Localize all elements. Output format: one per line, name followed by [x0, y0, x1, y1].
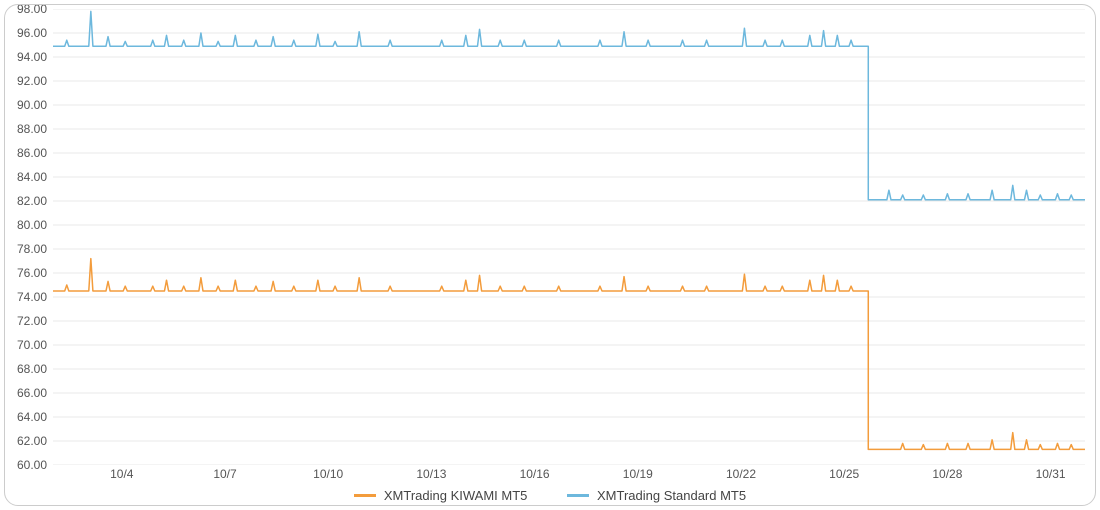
- y-tick-label: 94.00: [17, 50, 47, 64]
- y-tick-label: 66.00: [17, 386, 47, 400]
- legend-swatch-kiwami: [354, 494, 376, 497]
- y-tick-label: 64.00: [17, 410, 47, 424]
- x-tick-label: 10/4: [110, 467, 133, 481]
- legend-label-kiwami: XMTrading KIWAMI MT5: [384, 488, 528, 503]
- series-kiwami: [53, 259, 1085, 450]
- x-tick-label: 10/16: [520, 467, 550, 481]
- y-tick-label: 74.00: [17, 290, 47, 304]
- y-tick-label: 72.00: [17, 314, 47, 328]
- y-axis: 60.0062.0064.0066.0068.0070.0072.0074.00…: [5, 9, 51, 465]
- x-tick-label: 10/31: [1036, 467, 1066, 481]
- y-tick-label: 60.00: [17, 458, 47, 472]
- x-tick-label: 10/19: [623, 467, 653, 481]
- legend-swatch-standard: [567, 494, 589, 497]
- x-axis: 10/4 10/7 10/10 10/13 10/16 10/19 10/22 10/25 10…: [53, 467, 1085, 485]
- x-tick-label: 10/22: [726, 467, 756, 481]
- x-tick-label: 10/13: [416, 467, 446, 481]
- legend-item-kiwami: XMTrading KIWAMI MT5: [354, 488, 528, 503]
- legend-item-standard: XMTrading Standard MT5: [567, 488, 746, 503]
- chart-container: 60.00 62.00 64.00 66.00 68.00 70.00 72.00 74.00…: [4, 4, 1096, 506]
- y-tick-label: 84.00: [17, 170, 47, 184]
- legend: XMTrading KIWAMI MT5 XMTrading Standard …: [5, 485, 1095, 503]
- x-tick-label: 10/10: [313, 467, 343, 481]
- y-tick-label: 78.00: [17, 242, 47, 256]
- x-tick-label: 10/28: [932, 467, 962, 481]
- series-standard: [53, 11, 1085, 199]
- y-tick-label: 92.00: [17, 74, 47, 88]
- y-tick-label: 80.00: [17, 218, 47, 232]
- y-tick-label: 76.00: [17, 266, 47, 280]
- x-tick-label: 10/25: [829, 467, 859, 481]
- x-tick-label: 10/7: [213, 467, 236, 481]
- y-tick-label: 70.00: [17, 338, 47, 352]
- y-tick-label: 88.00: [17, 122, 47, 136]
- y-tick-label: 68.00: [17, 362, 47, 376]
- y-tick-label: 82.00: [17, 194, 47, 208]
- y-tick-label: 96.00: [17, 26, 47, 40]
- y-tick-label: 62.00: [17, 434, 47, 448]
- legend-label-standard: XMTrading Standard MT5: [597, 488, 746, 503]
- y-tick-label: 86.00: [17, 146, 47, 160]
- chart-lines: [53, 9, 1085, 465]
- plot-area: [53, 9, 1085, 465]
- y-tick-label: 98.00: [17, 4, 47, 16]
- y-tick-label: 90.00: [17, 98, 47, 112]
